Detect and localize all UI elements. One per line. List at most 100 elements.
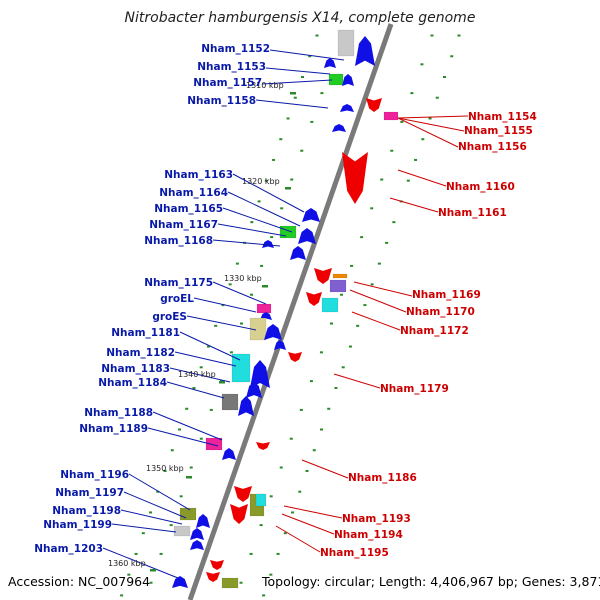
track-tick: [286, 117, 290, 120]
track-tick: [228, 283, 232, 286]
track-tick: [310, 120, 314, 123]
kbp-tick: [150, 569, 156, 572]
track-tick: [319, 351, 323, 354]
gene-label: Nham_1160: [446, 181, 515, 193]
kbp-marker-label: 1360 kbp: [108, 559, 146, 568]
gene-label: Nham_1164: [159, 187, 228, 199]
reverse-gene-arrow: [234, 486, 252, 502]
track-tick: [356, 324, 360, 327]
gene-layer: [172, 29, 399, 589]
track-tick: [283, 532, 287, 535]
track-tick: [443, 75, 447, 78]
forward-gene-arrow: [250, 360, 270, 388]
gene-label: Nham_1152: [201, 43, 270, 55]
gene-leader-line: [123, 491, 187, 519]
gene-block-grey: [173, 525, 191, 537]
gene-label: Nham_1158: [187, 95, 256, 107]
gene-label: Nham_1157: [193, 77, 262, 89]
track-tick: [264, 179, 268, 182]
gene-block-magenta: [205, 437, 223, 451]
forward-gene-arrow: [324, 58, 336, 68]
gene-label: Nham_1172: [400, 325, 469, 337]
gene-leader-line: [353, 281, 413, 297]
track-tick: [305, 469, 309, 472]
track-tick: [276, 552, 280, 555]
gene-leader-line: [255, 99, 329, 109]
track-tick: [189, 466, 193, 469]
gene-leader-line: [152, 411, 223, 441]
gene-block-grey: [337, 29, 355, 57]
track-tick: [260, 264, 264, 267]
track-tick: [279, 466, 283, 469]
track-tick: [348, 345, 352, 348]
track-tick: [377, 262, 381, 265]
forward-gene-arrow: [355, 36, 375, 66]
track-tick: [385, 241, 389, 244]
gene-block-olive: [179, 507, 197, 521]
track-tick: [300, 149, 304, 152]
track-tick: [199, 366, 203, 369]
gene-leader-line: [147, 427, 219, 447]
gene-leader-line: [179, 331, 241, 361]
reverse-gene-arrow: [206, 572, 220, 582]
reverse-gene-arrow: [366, 98, 382, 112]
track-tick: [269, 573, 273, 576]
gene-label-layer: Nham_1152 Nham_1153 Nham_1157 Nham_1158 Nham…: [34, 43, 537, 559]
track-tick: [435, 96, 439, 99]
gene-label: Nham_1167: [149, 219, 218, 231]
track-tick: [319, 428, 323, 431]
gene-block-cyan: [255, 493, 267, 507]
gene-leader-line: [217, 223, 287, 237]
gene-block-cyan: [231, 353, 251, 383]
gene-label: Nham_1182: [106, 347, 175, 359]
track-tick: [299, 408, 303, 411]
track-tick: [127, 573, 131, 576]
gene-leader-line: [174, 351, 237, 367]
kbp-marker-layer: 1310 kbp 1320 kbp 1330 kbp 1340 kbp 1350 kbp…: [108, 81, 296, 572]
track-tick: [400, 120, 404, 123]
gene-leader-line: [275, 525, 321, 553]
gene-label: Nham_1155: [464, 125, 533, 137]
gene-leader-line: [212, 239, 281, 247]
track-tick: [363, 304, 367, 307]
gene-leader-line: [261, 79, 333, 85]
gene-leader-line: [351, 311, 401, 331]
forward-gene-arrow: [172, 576, 188, 588]
track-tick: [428, 117, 432, 120]
gene-leader-line: [389, 197, 439, 213]
gene-label: Nham_1179: [380, 383, 449, 395]
gene-block-magenta: [383, 111, 399, 121]
forward-gene-arrow: [196, 514, 210, 528]
track-tick: [179, 495, 183, 498]
track-tick: [298, 490, 302, 493]
gene-leader-line: [120, 509, 183, 525]
kbp-marker-label: 1330 kbp: [224, 274, 262, 283]
track-tick: [390, 149, 394, 152]
track-tick: [120, 594, 124, 597]
gene-block-cyan: [321, 297, 339, 313]
track-tick: [229, 351, 233, 354]
track-tick: [156, 490, 160, 493]
gene-block-olive: [221, 577, 239, 589]
gene-label: Nham_1181: [111, 327, 180, 339]
gene-leader-line: [222, 207, 293, 233]
track-tick: [457, 34, 461, 37]
gene-leader-line: [212, 281, 267, 305]
gene-label: Nham_1168: [144, 235, 213, 247]
gene-label: Nham_1153: [197, 61, 266, 73]
track-tick: [214, 324, 218, 327]
track-tick: [312, 449, 316, 452]
track-tick: [199, 437, 203, 440]
forward-gene-arrow: [190, 540, 204, 550]
gene-leader-line: [111, 523, 177, 533]
track-tick: [370, 207, 374, 210]
genome-backbone: [187, 23, 394, 600]
gene-label: Nham_1186: [348, 472, 417, 484]
track-tick: [239, 581, 243, 584]
gene-leader-line: [166, 381, 225, 399]
reverse-gene-arrow: [314, 268, 332, 284]
gene-label: groES: [152, 311, 187, 323]
gene-label: Nham_1156: [458, 141, 527, 153]
gene-label: Nham_1175: [144, 277, 213, 289]
gene-leader-line: [102, 547, 179, 579]
